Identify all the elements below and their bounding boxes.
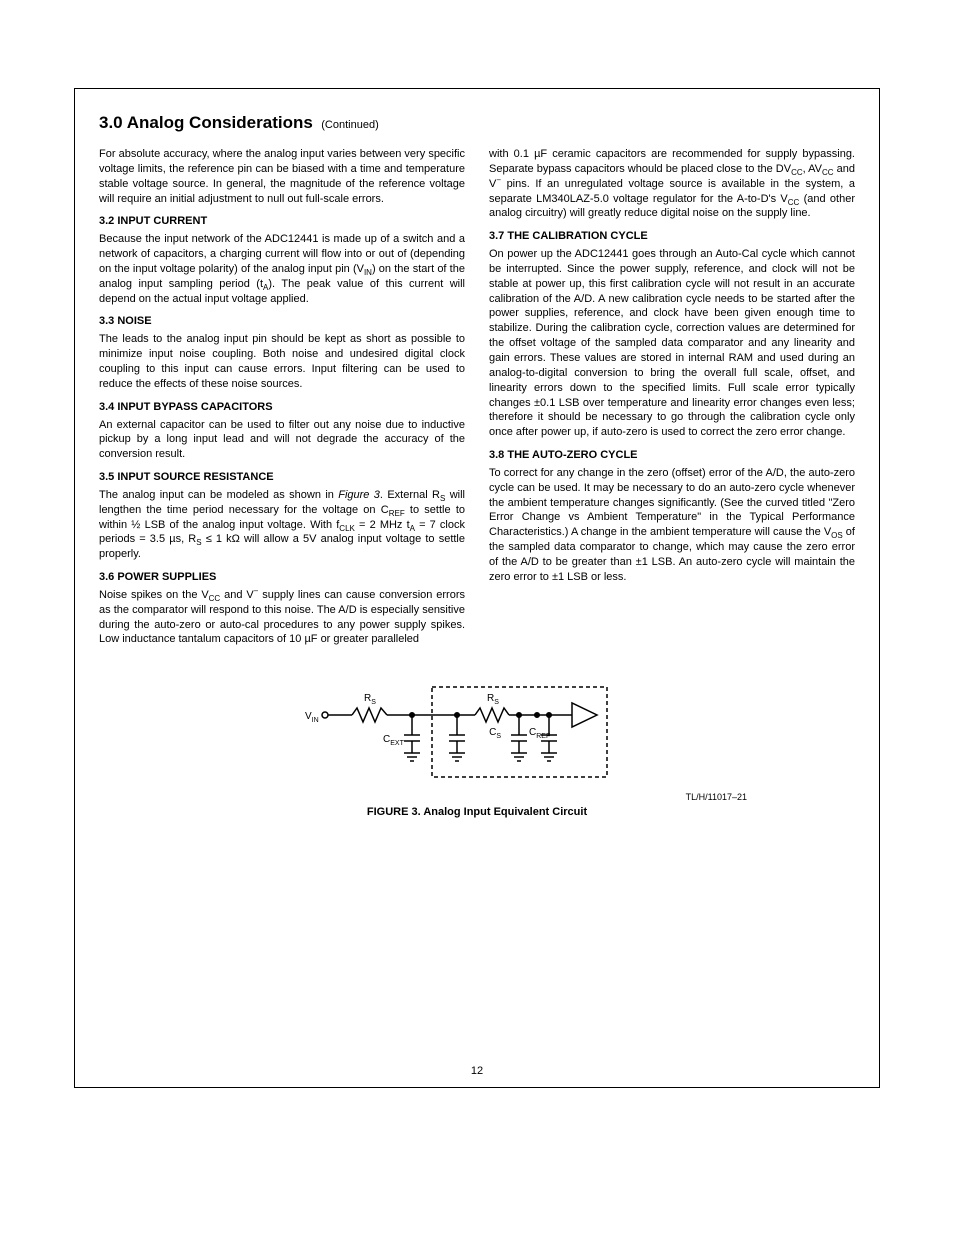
left-column: For absolute accuracy, where the analog … xyxy=(99,147,465,653)
figure-ref-id: TL/H/11017–21 xyxy=(207,792,747,802)
text: , AV xyxy=(803,163,822,175)
label-cref: CREF xyxy=(529,727,550,740)
text: To correct for any change in the zero (o… xyxy=(489,467,855,538)
section-title: 3.0 Analog Considerations xyxy=(99,113,313,132)
heading-3-2: 3.2 INPUT CURRENT xyxy=(99,214,465,229)
label-vin: VIN xyxy=(305,711,319,724)
page: 3.0 Analog Considerations (Continued) Fo… xyxy=(0,0,954,1235)
page-number: 12 xyxy=(75,1065,879,1077)
figure-caption: FIGURE 3. Analog Input Equivalent Circui… xyxy=(99,806,855,818)
text: . External R xyxy=(380,489,440,501)
label-rs-1: RS xyxy=(364,693,376,706)
label-rs-2: RS xyxy=(487,693,499,706)
two-column-layout: For absolute accuracy, where the analog … xyxy=(99,147,855,653)
heading-3-3: 3.3 NOISE xyxy=(99,314,465,329)
sub-cc: CC xyxy=(788,198,800,207)
heading-3-5: 3.5 INPUT SOURCE RESISTANCE xyxy=(99,470,465,485)
sub-ref: REF xyxy=(389,509,405,518)
para-3-3: The leads to the analog input pin should… xyxy=(99,332,465,391)
sub-os: OS xyxy=(831,531,843,540)
continued-label: (Continued) xyxy=(321,119,378,131)
para-3-4: An external capacitor can be used to fil… xyxy=(99,418,465,463)
para-3-2: Because the input network of the ADC1244… xyxy=(99,232,465,306)
text: = 2 MHz t xyxy=(355,519,410,531)
text: The analog input can be modeled as shown… xyxy=(99,489,338,501)
heading-3-8: 3.8 THE AUTO-ZERO CYCLE xyxy=(489,448,855,463)
intro-para: For absolute accuracy, where the analog … xyxy=(99,147,465,206)
right-column: with 0.1 µF ceramic capacitors are recom… xyxy=(489,147,855,653)
title-row: 3.0 Analog Considerations (Continued) xyxy=(99,113,855,133)
label-cs: CS xyxy=(489,727,501,740)
text: and V xyxy=(220,589,253,601)
sub-cc: CC xyxy=(791,168,803,177)
para-3-8: To correct for any change in the zero (o… xyxy=(489,466,855,585)
fig-ref-text: Figure 3 xyxy=(338,489,380,501)
para-3-6: Noise spikes on the VCC and V− supply li… xyxy=(99,588,465,647)
heading-3-4: 3.4 INPUT BYPASS CAPACITORS xyxy=(99,400,465,415)
sub-cc: CC xyxy=(822,168,834,177)
text: Noise spikes on the V xyxy=(99,589,209,601)
heading-3-7: 3.7 THE CALIBRATION CYCLE xyxy=(489,229,855,244)
para-3-7: On power up the ADC12441 goes through an… xyxy=(489,247,855,440)
sub-in: IN xyxy=(364,268,372,277)
figure-3-circuit: VIN RS CEXT RS CS CREF xyxy=(297,675,657,785)
para-cont: with 0.1 µF ceramic capacitors are recom… xyxy=(489,147,855,221)
sub-clk: CLK xyxy=(339,524,355,533)
sub-cc: CC xyxy=(209,594,221,603)
figure-3-wrap: VIN RS CEXT RS CS CREF TL/H/11017–21 FIG… xyxy=(99,675,855,818)
para-3-5: The analog input can be modeled as shown… xyxy=(99,488,465,562)
label-cext: CEXT xyxy=(383,734,405,747)
heading-3-6: 3.6 POWER SUPPLIES xyxy=(99,570,465,585)
content-frame: 3.0 Analog Considerations (Continued) Fo… xyxy=(74,88,880,1088)
